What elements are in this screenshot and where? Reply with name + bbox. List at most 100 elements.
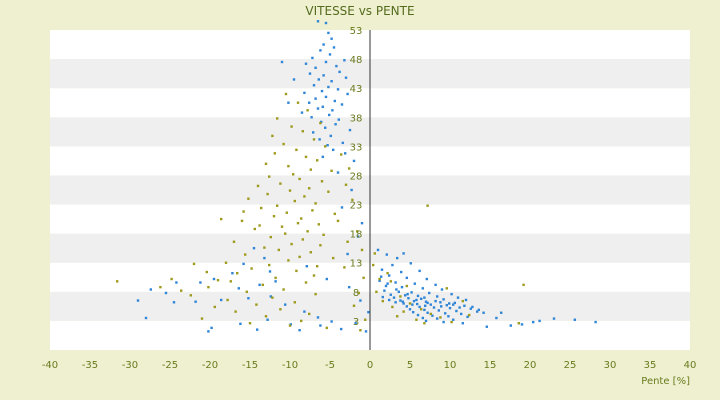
data-point (306, 230, 309, 233)
data-point (471, 305, 474, 309)
data-point (426, 311, 429, 314)
data-point (279, 308, 282, 311)
data-point (381, 295, 384, 299)
data-point (207, 330, 210, 333)
data-point (404, 294, 407, 297)
data-point (287, 259, 290, 262)
x-tick-label: -35 (82, 360, 98, 371)
data-point (424, 300, 428, 303)
data-point (421, 287, 424, 290)
data-point (426, 301, 429, 305)
data-point (330, 169, 333, 172)
data-point (373, 252, 376, 255)
data-point (538, 319, 541, 323)
data-point (445, 287, 448, 290)
data-point (330, 320, 333, 323)
data-point (316, 159, 319, 162)
data-point (440, 305, 443, 308)
data-point (316, 316, 320, 319)
data-point (288, 189, 292, 192)
data-point (400, 285, 404, 289)
data-point (320, 180, 324, 183)
x-tick-label: -5 (325, 360, 335, 371)
data-point (324, 126, 327, 129)
x-tick-label: -25 (162, 360, 178, 371)
data-point (424, 319, 428, 323)
data-point (285, 211, 288, 214)
data-point (255, 303, 258, 306)
data-point (311, 56, 314, 60)
data-point (304, 281, 308, 284)
x-tick-label: 30 (604, 360, 617, 371)
data-point (346, 252, 349, 256)
data-point (407, 297, 410, 300)
data-point (253, 227, 256, 231)
data-point (343, 266, 346, 269)
data-point (280, 225, 284, 228)
x-tick-label: 15 (484, 360, 497, 371)
data-point (316, 265, 319, 268)
data-point (485, 325, 488, 328)
data-point (324, 60, 328, 64)
data-point (264, 162, 268, 166)
data-point (432, 306, 436, 309)
data-point (282, 142, 285, 146)
data-point (314, 97, 317, 100)
y-tick-label: 33 (350, 142, 363, 153)
data-point (234, 310, 237, 313)
data-point (444, 312, 447, 315)
data-point (312, 138, 316, 141)
data-point (378, 279, 381, 282)
data-point (282, 288, 285, 291)
x-axis-label: Pente [%] (641, 376, 690, 387)
data-point (412, 299, 416, 303)
y-tick-label: 23 (350, 201, 363, 212)
data-point (416, 302, 419, 306)
data-point (325, 277, 328, 281)
data-point (330, 80, 333, 83)
data-point (455, 309, 458, 313)
data-point (279, 182, 282, 185)
data-point (453, 301, 456, 305)
data-point (312, 274, 316, 277)
data-point (328, 53, 332, 56)
data-point (284, 303, 287, 306)
data-point (332, 46, 336, 49)
data-point (439, 301, 442, 304)
data-point (416, 313, 420, 317)
data-point (308, 72, 312, 75)
data-point (268, 175, 271, 178)
data-point (276, 204, 279, 207)
x-tick-label: -15 (242, 360, 258, 371)
data-point (552, 317, 556, 320)
data-point (210, 326, 213, 330)
data-point (293, 199, 296, 203)
data-point (269, 235, 272, 239)
data-point (429, 312, 432, 316)
data-point (450, 320, 453, 324)
data-point (452, 318, 455, 321)
data-point (337, 118, 340, 121)
data-point (263, 256, 266, 260)
data-point (410, 291, 413, 294)
data-point (412, 310, 415, 314)
x-tick-label: 20 (524, 360, 537, 371)
data-point (378, 277, 381, 281)
data-point (277, 248, 280, 252)
data-point (296, 221, 300, 225)
data-point (226, 298, 229, 302)
data-point (303, 91, 306, 95)
y-tick-label: 43 (350, 84, 363, 95)
data-point (394, 281, 397, 284)
data-point (276, 117, 279, 120)
data-point (477, 308, 480, 312)
data-point (450, 292, 453, 296)
data-point (274, 276, 277, 280)
data-point (344, 183, 348, 186)
data-point (328, 113, 331, 117)
data-point (256, 328, 259, 331)
data-point (325, 326, 328, 330)
data-point (399, 295, 402, 298)
y-tick-label: 18 (350, 230, 363, 241)
